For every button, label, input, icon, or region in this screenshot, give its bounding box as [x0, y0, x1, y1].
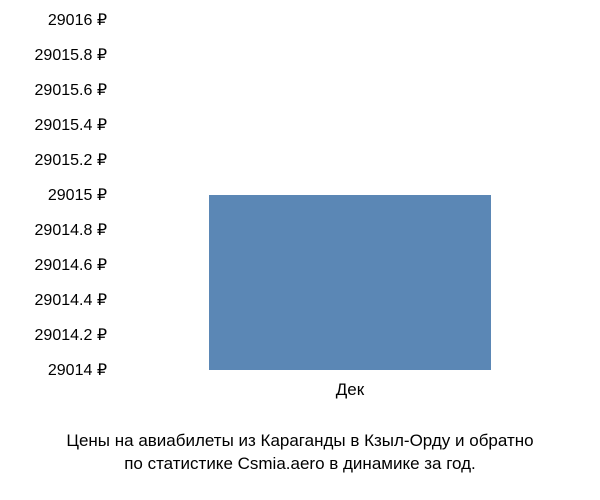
- y-tick-label: 29015.8 ₽: [35, 45, 107, 65]
- y-tick-label: 29014.6 ₽: [35, 255, 107, 275]
- chart-caption: Цены на авиабилеты из Караганды в Кзыл-О…: [0, 430, 600, 476]
- chart-area: 29016 ₽29015.8 ₽29015.6 ₽29015.4 ₽29015.…: [0, 20, 600, 400]
- y-tick-label: 29015.6 ₽: [35, 80, 107, 100]
- y-tick-label: 29014.2 ₽: [35, 325, 107, 345]
- y-tick-label: 29016 ₽: [48, 10, 107, 30]
- x-tick-label: Дек: [336, 380, 364, 400]
- y-tick-label: 29014 ₽: [48, 360, 107, 380]
- y-tick-label: 29014.4 ₽: [35, 290, 107, 310]
- caption-line-1: Цены на авиабилеты из Караганды в Кзыл-О…: [66, 431, 533, 450]
- bar: [209, 195, 491, 370]
- y-tick-label: 29015.4 ₽: [35, 115, 107, 135]
- y-axis: 29016 ₽29015.8 ₽29015.6 ₽29015.4 ₽29015.…: [0, 20, 115, 400]
- caption-line-2: по статистике Csmia.aero в динамике за г…: [124, 454, 476, 473]
- plot-area: Дек: [115, 20, 585, 370]
- y-tick-label: 29015 ₽: [48, 185, 107, 205]
- y-tick-label: 29014.8 ₽: [35, 220, 107, 240]
- y-tick-label: 29015.2 ₽: [35, 150, 107, 170]
